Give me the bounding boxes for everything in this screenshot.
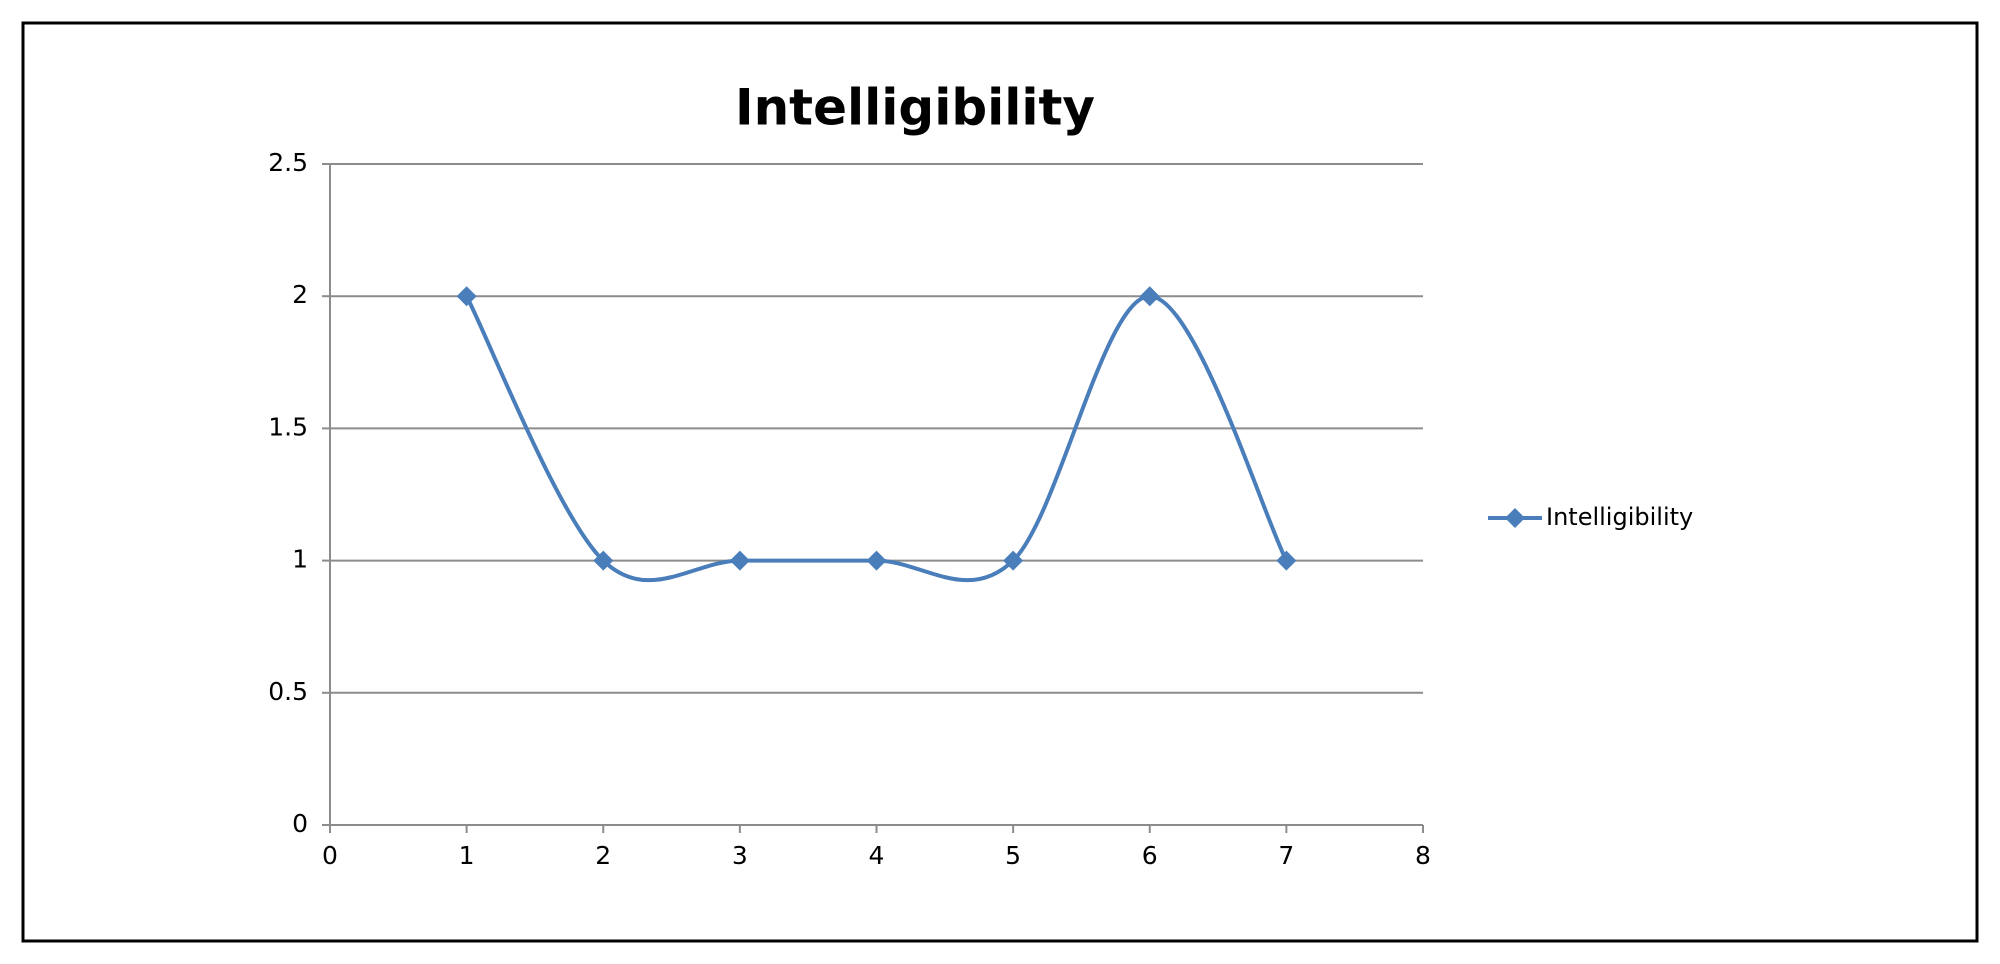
y-tick-label: 0 bbox=[292, 809, 308, 838]
chart-border bbox=[21, 21, 1979, 943]
data-point bbox=[1003, 550, 1024, 571]
x-tick-label: 5 bbox=[1005, 841, 1021, 870]
y-tick-label: 1.5 bbox=[268, 412, 308, 441]
x-tick-label: 4 bbox=[869, 841, 885, 870]
x-tick-label: 8 bbox=[1415, 841, 1431, 870]
legend-marker bbox=[1505, 508, 1525, 528]
y-tick-label: 2 bbox=[292, 280, 308, 309]
data-point bbox=[866, 550, 887, 571]
chart-title: Intelligibility bbox=[735, 79, 1095, 137]
x-tick-label: 3 bbox=[732, 841, 748, 870]
x-tick-label: 1 bbox=[459, 841, 475, 870]
y-tick-label: 0.5 bbox=[268, 677, 308, 706]
x-tick-label: 0 bbox=[322, 841, 338, 870]
data-point bbox=[1276, 550, 1297, 571]
x-tick-label: 6 bbox=[1142, 841, 1158, 870]
legend-label: Intelligibility bbox=[1546, 503, 1693, 531]
series-line bbox=[464, 294, 1289, 583]
y-tick-label: 2.5 bbox=[268, 148, 308, 177]
data-point bbox=[729, 550, 750, 571]
data-point bbox=[1139, 286, 1160, 307]
x-tick-label: 7 bbox=[1278, 841, 1294, 870]
data-point bbox=[593, 550, 614, 571]
x-tick-label: 2 bbox=[595, 841, 611, 870]
data-point bbox=[456, 286, 477, 307]
y-tick-label: 1 bbox=[292, 545, 308, 574]
